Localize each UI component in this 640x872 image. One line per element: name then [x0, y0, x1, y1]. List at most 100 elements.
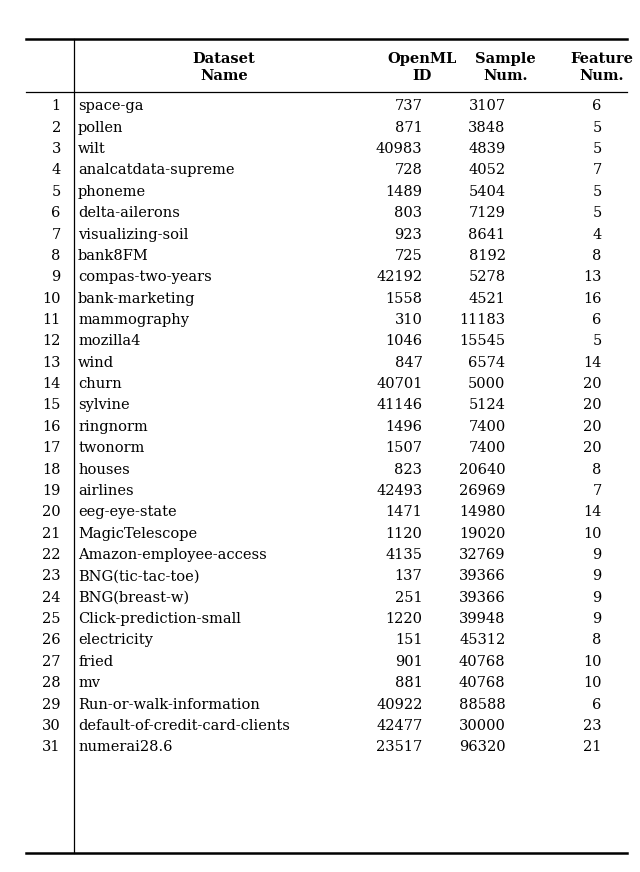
- Text: 23: 23: [583, 719, 602, 733]
- Text: 3: 3: [51, 142, 61, 156]
- Text: bank-marketing: bank-marketing: [78, 291, 196, 306]
- Text: 1471: 1471: [386, 505, 422, 520]
- Text: 31: 31: [42, 740, 61, 754]
- Text: 923: 923: [394, 228, 422, 242]
- Text: 847: 847: [394, 356, 422, 370]
- Text: 42192: 42192: [376, 270, 422, 284]
- Text: 24: 24: [42, 590, 61, 605]
- Text: 803: 803: [394, 206, 422, 221]
- Text: 3848: 3848: [468, 120, 506, 135]
- Text: OpenML
ID: OpenML ID: [388, 52, 457, 83]
- Text: 18: 18: [42, 462, 61, 477]
- Text: wilt: wilt: [78, 142, 106, 156]
- Text: 45312: 45312: [460, 633, 506, 648]
- Text: churn: churn: [78, 377, 122, 392]
- Text: 6574: 6574: [468, 356, 506, 370]
- Text: 30: 30: [42, 719, 61, 733]
- Text: 14: 14: [583, 505, 602, 520]
- Text: 42493: 42493: [376, 484, 422, 498]
- Text: 11183: 11183: [460, 313, 506, 327]
- Text: default-of-credit-card-clients: default-of-credit-card-clients: [78, 719, 290, 733]
- Text: 13: 13: [583, 270, 602, 284]
- Text: 20: 20: [583, 419, 602, 434]
- Text: 10: 10: [583, 676, 602, 691]
- Text: 29: 29: [42, 698, 61, 712]
- Text: 12: 12: [42, 334, 61, 349]
- Text: 737: 737: [394, 99, 422, 113]
- Text: 5: 5: [593, 120, 602, 135]
- Text: 1558: 1558: [385, 291, 422, 306]
- Text: 4521: 4521: [468, 291, 506, 306]
- Text: 6: 6: [592, 698, 602, 712]
- Text: analcatdata-supreme: analcatdata-supreme: [78, 163, 235, 178]
- Text: 3107: 3107: [468, 99, 506, 113]
- Text: 8: 8: [592, 462, 602, 477]
- Text: 5000: 5000: [468, 377, 506, 392]
- Text: 725: 725: [395, 249, 422, 263]
- Text: 13: 13: [42, 356, 61, 370]
- Text: 9: 9: [52, 270, 61, 284]
- Text: 23: 23: [42, 569, 61, 583]
- Text: 22: 22: [42, 548, 61, 562]
- Text: 1507: 1507: [385, 441, 422, 455]
- Text: visualizing-soil: visualizing-soil: [78, 228, 188, 242]
- Text: 96320: 96320: [459, 740, 506, 754]
- Text: 1046: 1046: [385, 334, 422, 349]
- Text: electricity: electricity: [78, 633, 153, 648]
- Text: 5: 5: [593, 185, 602, 199]
- Text: 5: 5: [593, 142, 602, 156]
- Text: 10: 10: [42, 291, 61, 306]
- Text: 19020: 19020: [460, 527, 506, 541]
- Text: 23517: 23517: [376, 740, 422, 754]
- Text: BNG(tic-tac-toe): BNG(tic-tac-toe): [78, 569, 200, 583]
- Text: 21: 21: [42, 527, 61, 541]
- Text: 15545: 15545: [460, 334, 506, 349]
- Text: 4135: 4135: [385, 548, 422, 562]
- Text: 7400: 7400: [468, 419, 506, 434]
- Text: 9: 9: [593, 590, 602, 605]
- Text: 21: 21: [583, 740, 602, 754]
- Text: 7129: 7129: [468, 206, 506, 221]
- Text: 4052: 4052: [468, 163, 506, 178]
- Text: phoneme: phoneme: [78, 185, 146, 199]
- Text: 40983: 40983: [376, 142, 422, 156]
- Text: 728: 728: [394, 163, 422, 178]
- Text: 8: 8: [592, 249, 602, 263]
- Text: 8192: 8192: [468, 249, 506, 263]
- Text: 5278: 5278: [468, 270, 506, 284]
- Text: 32769: 32769: [459, 548, 506, 562]
- Text: 7: 7: [593, 163, 602, 178]
- Text: 14: 14: [42, 377, 61, 392]
- Text: 40768: 40768: [459, 676, 506, 691]
- Text: 5: 5: [52, 185, 61, 199]
- Text: 8: 8: [51, 249, 61, 263]
- Text: 27: 27: [42, 655, 61, 669]
- Text: bank8FM: bank8FM: [78, 249, 149, 263]
- Text: 17: 17: [42, 441, 61, 455]
- Text: 6: 6: [592, 99, 602, 113]
- Text: 871: 871: [395, 120, 422, 135]
- Text: space-ga: space-ga: [78, 99, 143, 113]
- Text: Feature
Num.: Feature Num.: [570, 52, 633, 83]
- Text: 25: 25: [42, 612, 61, 626]
- Text: 20: 20: [42, 505, 61, 520]
- Text: 28: 28: [42, 676, 61, 691]
- Text: 40701: 40701: [376, 377, 422, 392]
- Text: 901: 901: [395, 655, 422, 669]
- Text: 7400: 7400: [468, 441, 506, 455]
- Text: Click-prediction-small: Click-prediction-small: [78, 612, 241, 626]
- Text: 88588: 88588: [459, 698, 506, 712]
- Text: compas-two-years: compas-two-years: [78, 270, 212, 284]
- Text: houses: houses: [78, 462, 130, 477]
- Text: 1: 1: [52, 99, 61, 113]
- Text: 9: 9: [593, 548, 602, 562]
- Text: 16: 16: [42, 419, 61, 434]
- Text: 39366: 39366: [459, 590, 506, 605]
- Text: 20: 20: [583, 441, 602, 455]
- Text: 39366: 39366: [459, 569, 506, 583]
- Text: 1220: 1220: [385, 612, 422, 626]
- Text: BNG(breast-w): BNG(breast-w): [78, 590, 189, 605]
- Text: 15: 15: [42, 399, 61, 412]
- Text: 20: 20: [583, 399, 602, 412]
- Text: 8: 8: [592, 633, 602, 648]
